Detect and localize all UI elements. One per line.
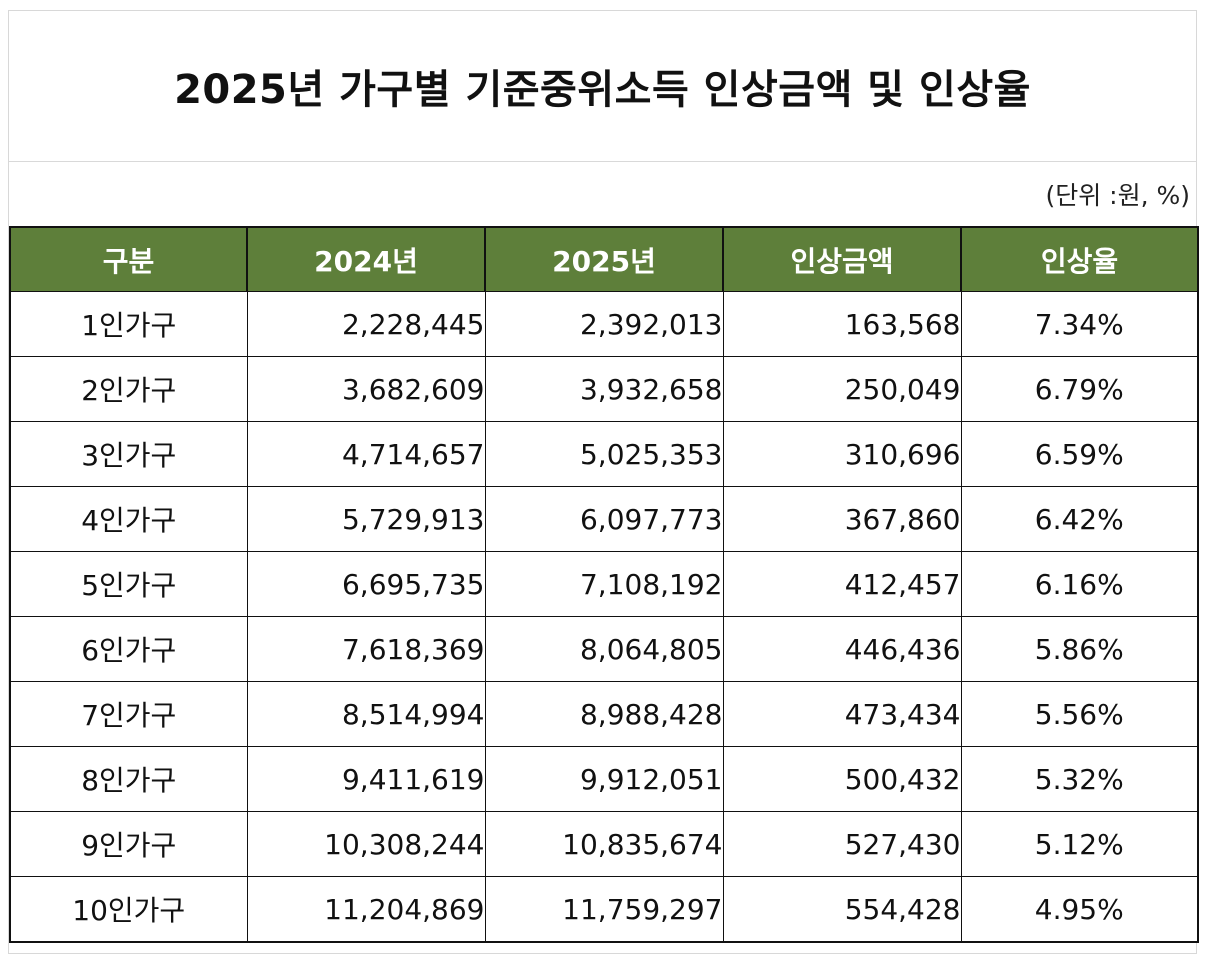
cell-category: 4인가구 (9, 486, 248, 552)
cell-increase: 163,568 (722, 291, 962, 357)
header-increase: 인상금액 (722, 226, 962, 292)
cell-increase: 412,457 (722, 551, 962, 617)
page-title: 2025년 가구별 기준중위소득 인상금액 및 인상율 (174, 67, 1031, 113)
cell-2025: 5,025,353 (484, 421, 724, 487)
cell-2024: 9,411,619 (246, 746, 486, 812)
table-row: 5인가구 6,695,735 7,108,192 412,457 6.16% (9, 551, 1199, 617)
cell-rate: 5.56% (960, 681, 1199, 747)
cell-2025: 11,759,297 (484, 876, 724, 943)
cell-2024: 2,228,445 (246, 291, 486, 357)
cell-increase: 527,430 (722, 811, 962, 877)
cell-rate: 6.79% (960, 356, 1199, 422)
cell-category: 6인가구 (9, 616, 248, 682)
cell-2024: 5,729,913 (246, 486, 486, 552)
cell-category: 5인가구 (9, 551, 248, 617)
cell-rate: 5.86% (960, 616, 1199, 682)
table-row: 7인가구 8,514,994 8,988,428 473,434 5.56% (9, 681, 1199, 747)
unit-note: (단위 :원, %) (1045, 180, 1190, 210)
cell-increase: 250,049 (722, 356, 962, 422)
cell-category: 7인가구 (9, 681, 248, 747)
cell-2025: 9,912,051 (484, 746, 724, 812)
table-row: 10인가구 11,204,869 11,759,297 554,428 4.95% (9, 876, 1199, 943)
cell-increase: 500,432 (722, 746, 962, 812)
table-row: 4인가구 5,729,913 6,097,773 367,860 6.42% (9, 486, 1199, 552)
header-category: 구분 (9, 226, 248, 292)
cell-increase: 554,428 (722, 876, 962, 943)
cell-category: 9인가구 (9, 811, 248, 877)
header-row: 구분 2024년 2025년 인상금액 인상율 (9, 226, 1199, 292)
cell-increase: 367,860 (722, 486, 962, 552)
cell-2025: 8,988,428 (484, 681, 724, 747)
cell-2025: 8,064,805 (484, 616, 724, 682)
cell-category: 3인가구 (9, 421, 248, 487)
title-band: 2025년 가구별 기준중위소득 인상금액 및 인상율 (9, 11, 1196, 162)
unit-row: (단위 :원, %) (9, 162, 1196, 225)
cell-rate: 6.59% (960, 421, 1199, 487)
cell-category: 2인가구 (9, 356, 248, 422)
table-row: 1인가구 2,228,445 2,392,013 163,568 7.34% (9, 291, 1199, 357)
table-header: 구분 2024년 2025년 인상금액 인상율 (9, 226, 1199, 292)
table-row: 8인가구 9,411,619 9,912,051 500,432 5.32% (9, 746, 1199, 812)
cell-2025: 7,108,192 (484, 551, 724, 617)
header-2024: 2024년 (246, 226, 486, 292)
header-rate: 인상율 (960, 226, 1199, 292)
income-table: 구분 2024년 2025년 인상금액 인상율 1인가구 2,228,445 2,3… (9, 226, 1199, 943)
header-2025: 2025년 (484, 226, 724, 292)
cell-2024: 4,714,657 (246, 421, 486, 487)
cell-2024: 10,308,244 (246, 811, 486, 877)
table-row: 9인가구 10,308,244 10,835,674 527,430 5.12% (9, 811, 1199, 877)
cell-2024: 6,695,735 (246, 551, 486, 617)
table-row: 3인가구 4,714,657 5,025,353 310,696 6.59% (9, 421, 1199, 487)
cell-2025: 10,835,674 (484, 811, 724, 877)
cell-2025: 6,097,773 (484, 486, 724, 552)
spreadsheet-area: 2025년 가구별 기준중위소득 인상금액 및 인상율 (단위 :원, %) 구… (8, 10, 1199, 954)
cell-2024: 3,682,609 (246, 356, 486, 422)
table-body: 1인가구 2,228,445 2,392,013 163,568 7.34% 2인가구 3,… (9, 291, 1199, 943)
cell-2025: 3,932,658 (484, 356, 724, 422)
table-row: 6인가구 7,618,369 8,064,805 446,436 5.86% (9, 616, 1199, 682)
cell-rate: 6.42% (960, 486, 1199, 552)
cell-rate: 5.12% (960, 811, 1199, 877)
cell-rate: 5.32% (960, 746, 1199, 812)
cell-2025: 2,392,013 (484, 291, 724, 357)
cell-rate: 6.16% (960, 551, 1199, 617)
cell-category: 1인가구 (9, 291, 248, 357)
table-row: 2인가구 3,682,609 3,932,658 250,049 6.79% (9, 356, 1199, 422)
cell-increase: 473,434 (722, 681, 962, 747)
cell-rate: 4.95% (960, 876, 1199, 943)
cell-category: 10인가구 (9, 876, 248, 943)
cell-increase: 446,436 (722, 616, 962, 682)
cell-2024: 8,514,994 (246, 681, 486, 747)
cell-rate: 7.34% (960, 291, 1199, 357)
cell-2024: 7,618,369 (246, 616, 486, 682)
cell-category: 8인가구 (9, 746, 248, 812)
cell-2024: 11,204,869 (246, 876, 486, 943)
cell-increase: 310,696 (722, 421, 962, 487)
